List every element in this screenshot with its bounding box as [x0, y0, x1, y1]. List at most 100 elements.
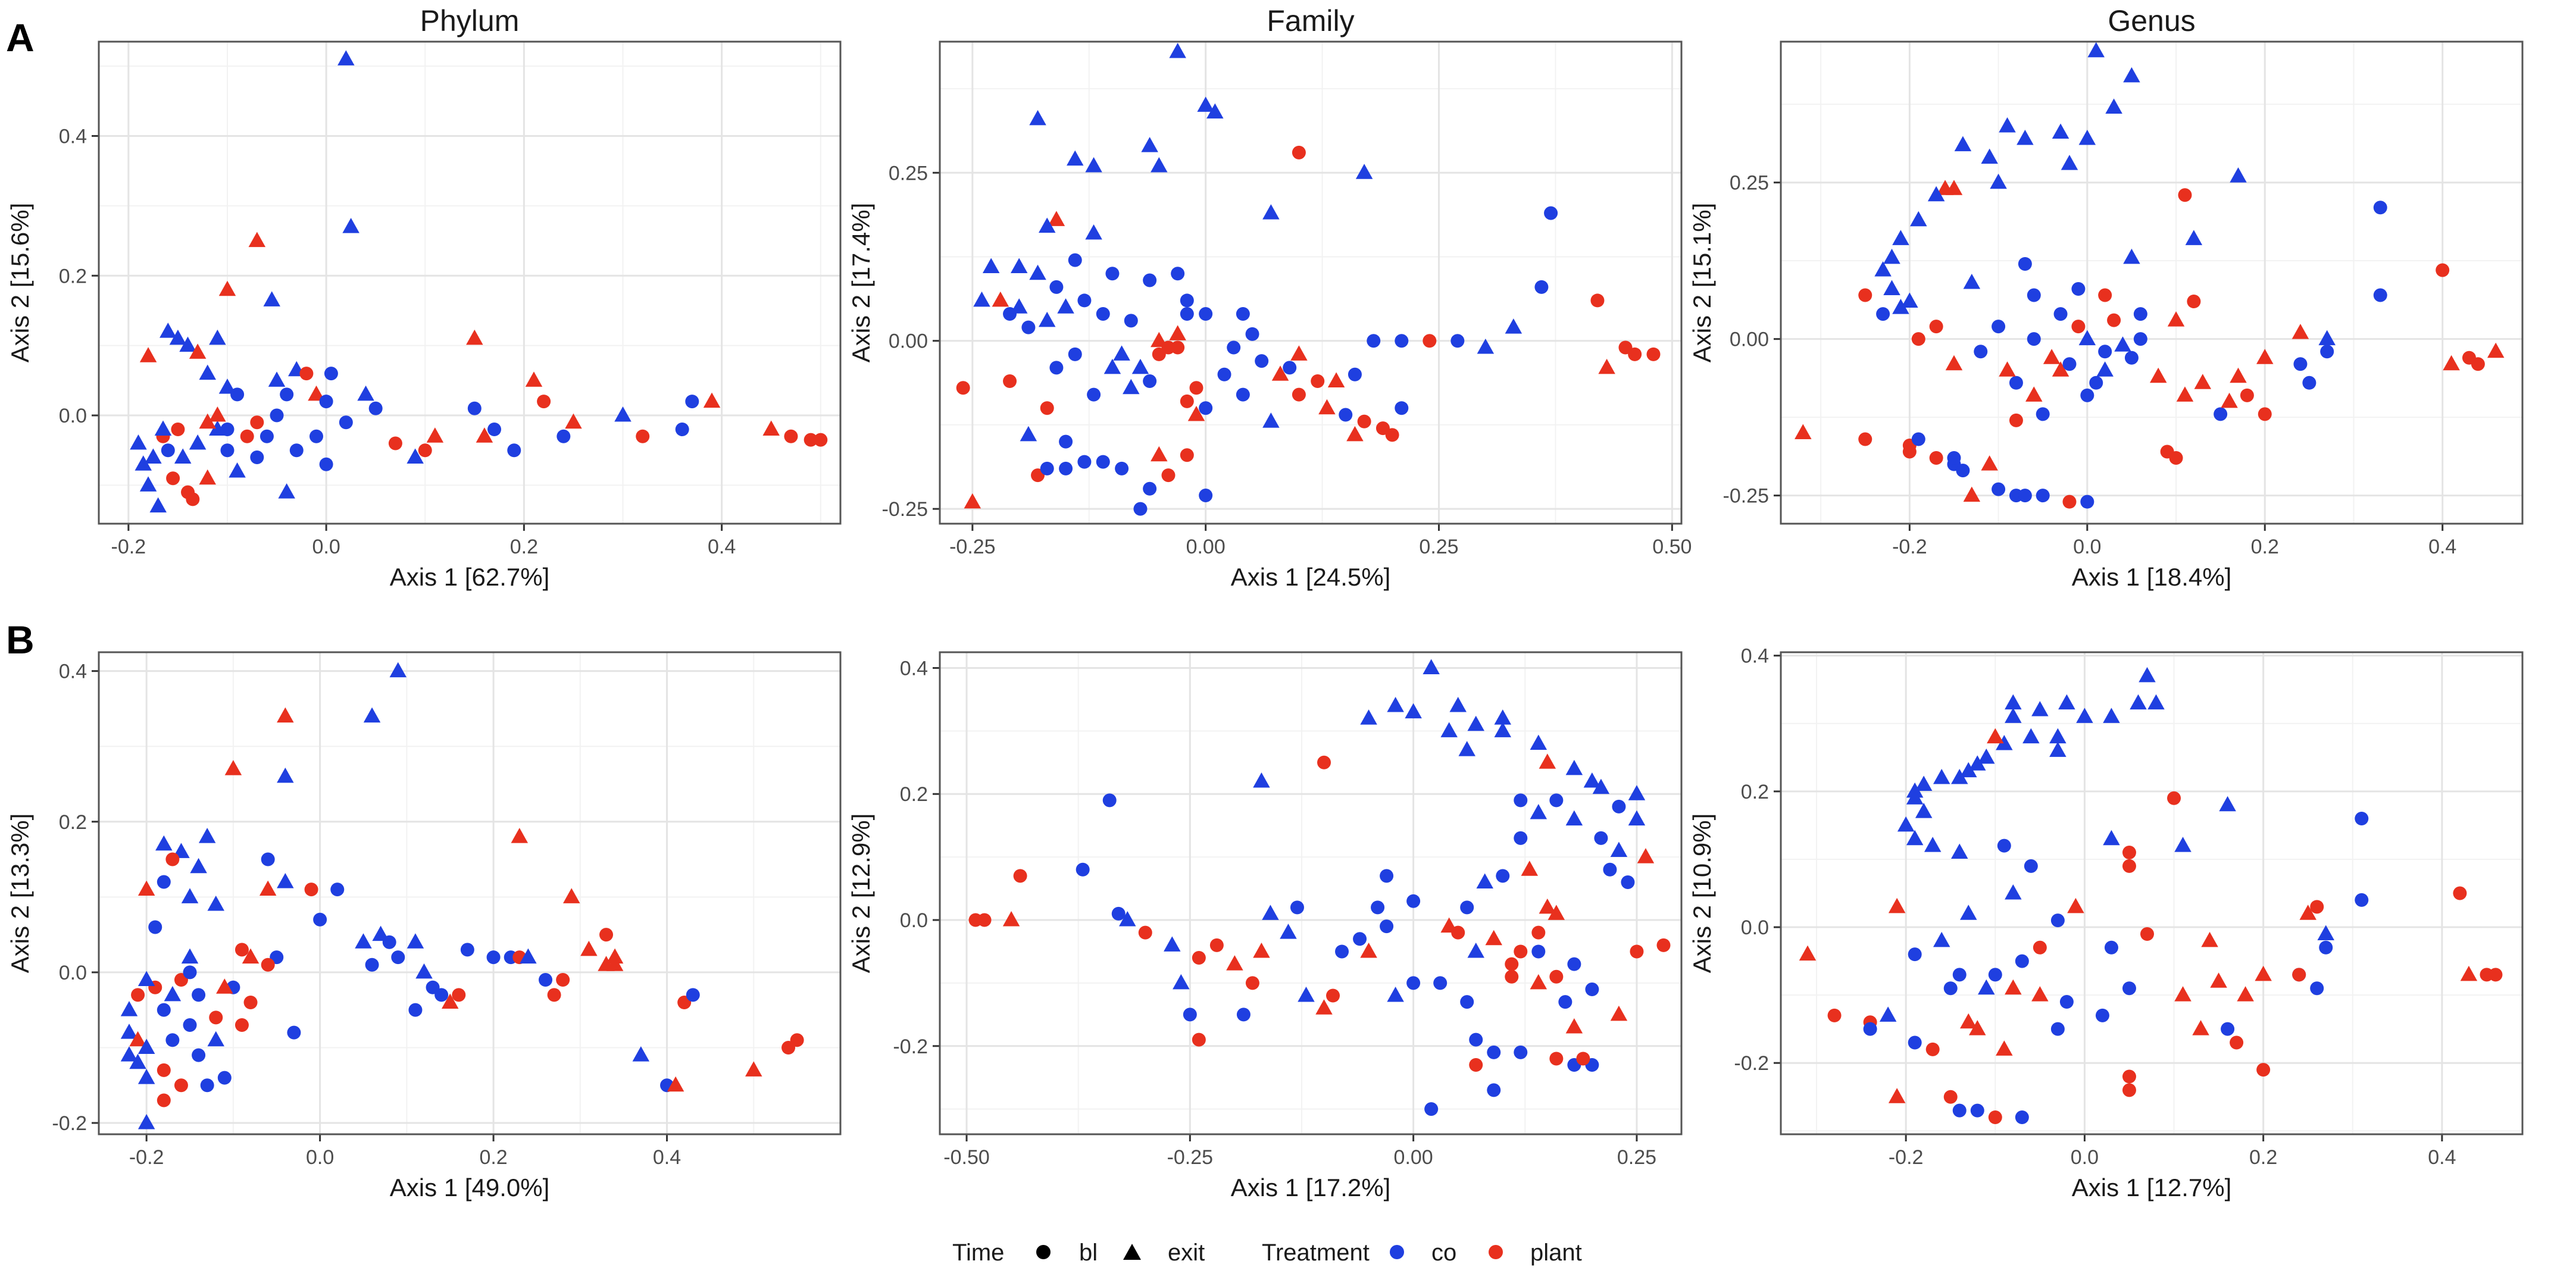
point-plant-bl	[1943, 1090, 1958, 1104]
point-co-exit	[2005, 884, 2022, 900]
point-co-bl	[1947, 451, 1961, 465]
y-tick-label: 0.00	[889, 330, 928, 353]
point-co-exit	[2078, 130, 2096, 145]
y-tick-label: 0.0	[900, 909, 928, 932]
point-co-exit	[137, 1114, 155, 1129]
point-plant-bl	[1292, 145, 1306, 159]
point-co-bl	[2015, 954, 2029, 968]
point-co-bl	[1180, 307, 1194, 321]
point-plant-exit	[1187, 405, 1205, 421]
point-co-bl	[1339, 408, 1353, 422]
point-co-bl	[1469, 1032, 1483, 1047]
point-co-exit	[2185, 230, 2203, 245]
point-co-bl	[1335, 944, 1349, 959]
point-co-exit	[1173, 974, 1190, 990]
point-co-exit	[1879, 1006, 1897, 1022]
point-co-exit	[1915, 803, 1933, 818]
point-co-exit	[1020, 425, 1037, 442]
point-plant-bl	[1902, 445, 1917, 459]
point-plant-exit	[1169, 325, 1186, 340]
point-co-bl	[2024, 859, 2038, 873]
point-plant-exit	[1151, 446, 1168, 462]
point-plant-exit	[1290, 345, 1308, 361]
point-co-exit	[1990, 173, 2007, 189]
point-plant-exit	[259, 880, 277, 896]
point-plant-bl	[2169, 451, 2183, 465]
point-co-bl	[1171, 267, 1185, 281]
point-co-bl	[1105, 267, 1120, 281]
point-co-exit	[1476, 873, 1493, 888]
point-co-exit	[1628, 785, 1646, 800]
point-co-exit	[129, 1053, 146, 1069]
point-co-exit	[1892, 230, 1909, 245]
points	[130, 50, 828, 513]
point-co-exit	[139, 476, 157, 492]
point-co-bl	[2071, 282, 2086, 296]
y-tick-label: 0.2	[1741, 781, 1769, 803]
point-co-bl	[287, 1025, 301, 1040]
legend-bl-circle-key	[1036, 1245, 1051, 1259]
point-co-exit	[2174, 837, 2192, 852]
point-co-bl	[1514, 831, 1528, 845]
point-co-exit	[1387, 697, 1404, 712]
point-co-exit	[1883, 248, 1900, 264]
point-co-exit	[169, 329, 187, 345]
point-co-exit	[137, 1038, 155, 1054]
point-co-bl	[2355, 812, 2369, 826]
point-plant-exit	[2230, 367, 2247, 383]
point-co-bl	[1487, 1045, 1501, 1059]
y-tick-label: 0.4	[59, 125, 87, 148]
point-plant-exit	[1521, 861, 1539, 876]
points	[968, 659, 1671, 1116]
point-plant-bl	[165, 852, 180, 866]
point-co-exit	[2058, 694, 2075, 710]
point-co-bl	[200, 1078, 214, 1093]
point-plant-exit	[139, 347, 157, 362]
point-co-bl	[230, 387, 245, 402]
point-co-exit	[1103, 358, 1121, 374]
point-plant-bl	[790, 1033, 804, 1047]
point-plant-exit	[1360, 942, 1377, 958]
point-co-bl	[2122, 981, 2136, 996]
point-plant-exit	[476, 427, 493, 443]
point-plant-bl	[547, 988, 561, 1002]
point-co-exit	[1960, 905, 1977, 920]
point-co-exit	[1085, 157, 1102, 173]
point-co-exit	[1610, 841, 1628, 858]
point-plant-exit	[1346, 425, 1364, 442]
point-co-bl	[319, 457, 333, 471]
x-axis-label: Axis 1 [17.2%]	[1231, 1174, 1390, 1201]
point-plant-bl	[1505, 969, 1519, 984]
point-plant-exit	[2210, 972, 2227, 988]
point-plant-exit	[703, 392, 721, 408]
point-co-exit	[342, 218, 359, 233]
point-co-bl	[1908, 1035, 1922, 1050]
point-co-exit	[1978, 748, 1995, 764]
plot-area	[1780, 651, 2524, 1135]
point-plant-bl	[2310, 900, 2324, 914]
row-tags: A B	[6, 15, 35, 662]
point-co-bl	[1911, 432, 1925, 446]
point-co-exit	[2317, 925, 2334, 940]
point-plant-exit	[308, 385, 325, 401]
point-plant-bl	[2256, 1063, 2271, 1077]
point-co-exit	[1113, 345, 1130, 361]
point-plant-exit	[2149, 367, 2167, 383]
point-co-exit	[2103, 830, 2120, 846]
point-co-bl	[1283, 361, 1297, 375]
point-co-exit	[277, 767, 294, 783]
legend-co-label: co	[1431, 1240, 1456, 1266]
point-plant-exit	[2043, 349, 2061, 364]
point-co-bl	[1040, 461, 1054, 475]
point-co-bl	[1970, 1103, 1984, 1118]
point-co-exit	[2022, 728, 2040, 744]
point-co-bl	[2095, 1008, 2109, 1022]
point-co-bl	[487, 423, 502, 437]
point-co-bl	[165, 1033, 180, 1047]
point-co-exit	[1950, 843, 1968, 859]
point-plant-bl	[2033, 940, 2047, 955]
point-co-exit	[2139, 667, 2156, 683]
y-axis-label: Axis 2 [17.4%]	[847, 203, 875, 362]
point-co-bl	[1096, 307, 1110, 321]
point-co-exit	[1458, 741, 1475, 756]
